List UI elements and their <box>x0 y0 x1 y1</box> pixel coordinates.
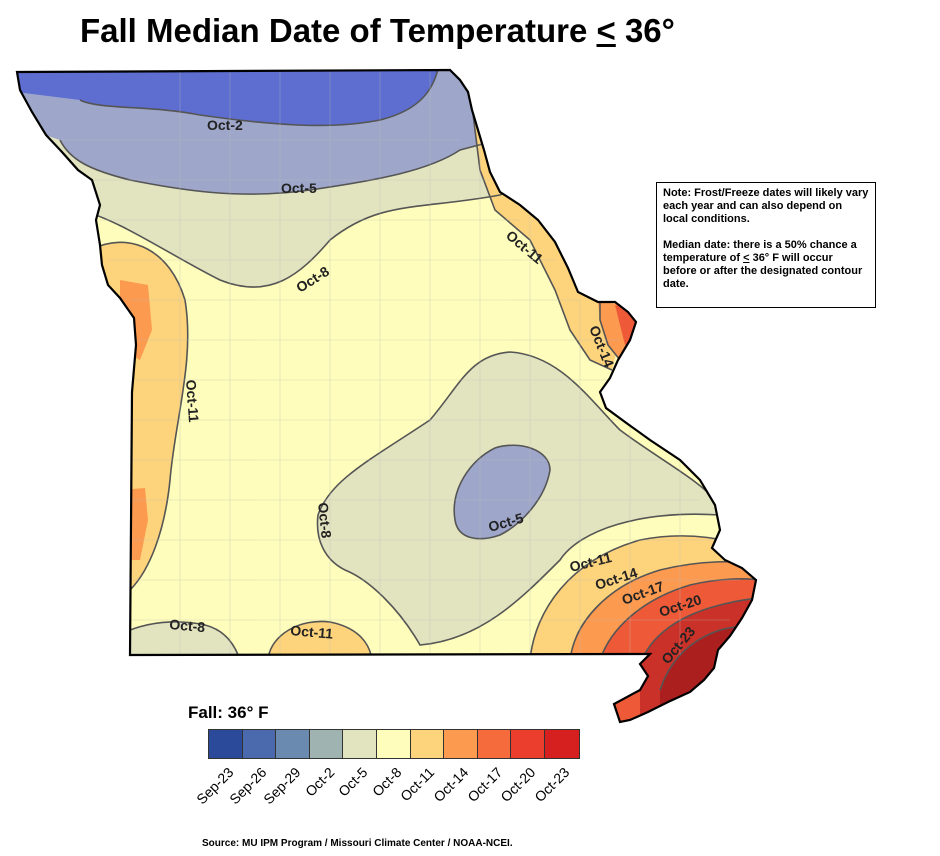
contour-label-oct5-north: Oct-5 <box>281 180 317 196</box>
legend-label-oct-20: Oct-20 <box>497 764 539 806</box>
legend-title: Fall: 36° F <box>188 703 269 722</box>
legend-swatch-oct-5 <box>343 730 377 758</box>
legend-swatch-oct-17 <box>477 730 512 758</box>
legend-swatch-sep-23 <box>209 730 243 758</box>
legend-swatch-oct-23 <box>544 730 579 758</box>
note-median-text: Median date: there is a 50% chance a tem… <box>663 239 869 291</box>
contour-label-oct8-central: Oct-8 <box>315 502 335 539</box>
map-title: Fall Median Date of Temperature < 36° <box>80 12 675 50</box>
note-frost-text: Note: Frost/Freeze dates will likely var… <box>663 187 869 225</box>
contour-label-oct11-south: Oct-11 <box>290 622 334 642</box>
legend-labels: Sep-23 Sep-26 Sep-29 Oct-2 Oct-5 Oct-8 Oct-11 O… <box>193 764 578 814</box>
note-box: Note: Frost/Freeze dates will likely var… <box>656 182 876 308</box>
zone-oct5-central <box>454 445 550 539</box>
legend-swatch-sep-29 <box>276 730 310 758</box>
legend-label-oct-14: Oct-14 <box>430 764 472 806</box>
legend-swatch-oct-20 <box>511 730 545 758</box>
zone-oct14-south <box>268 621 372 660</box>
legend-swatch-oct-14 <box>444 730 478 758</box>
legend-label-oct-5: Oct-5 <box>335 764 371 800</box>
contour-label-oct2-north: Oct-2 <box>207 117 243 133</box>
title-suffix: 36° <box>615 12 675 49</box>
contour-label-oct11-west: Oct-11 <box>183 379 202 423</box>
legend-label-oct-11: Oct-11 <box>397 764 438 805</box>
legend-label-sep-29: Sep-29 <box>260 764 304 808</box>
legend-swatch-oct-2 <box>309 730 344 758</box>
legend-label-sep-26: Sep-26 <box>226 764 270 808</box>
contour-label-oct8-sw: Oct-8 <box>169 616 206 635</box>
legend-swatch-sep-26 <box>242 730 277 758</box>
title-text: Fall Median Date of Temperature <box>80 12 597 49</box>
legend-label-oct-2: Oct-2 <box>301 764 338 800</box>
source-credit: Source: MU IPM Program / Missouri Climat… <box>202 838 513 849</box>
note-median-symbol: < <box>743 252 750 264</box>
legend-label-oct-23: Oct-23 <box>531 764 573 806</box>
legend-color-bar <box>208 729 580 759</box>
note-median-prefix: Median date: there is a 50% chance a tem… <box>663 239 857 264</box>
legend-label-oct-17: Oct-17 <box>463 764 505 806</box>
legend-swatch-oct-8 <box>376 730 411 758</box>
legend-swatch-oct-11 <box>410 730 445 758</box>
state-outline <box>15 68 758 724</box>
zone-oct8-sw <box>100 621 240 660</box>
county-boundaries <box>60 72 740 655</box>
note-median-suffix: 36° F will occur before or after the des… <box>663 252 863 290</box>
title-symbol: < <box>596 12 616 49</box>
